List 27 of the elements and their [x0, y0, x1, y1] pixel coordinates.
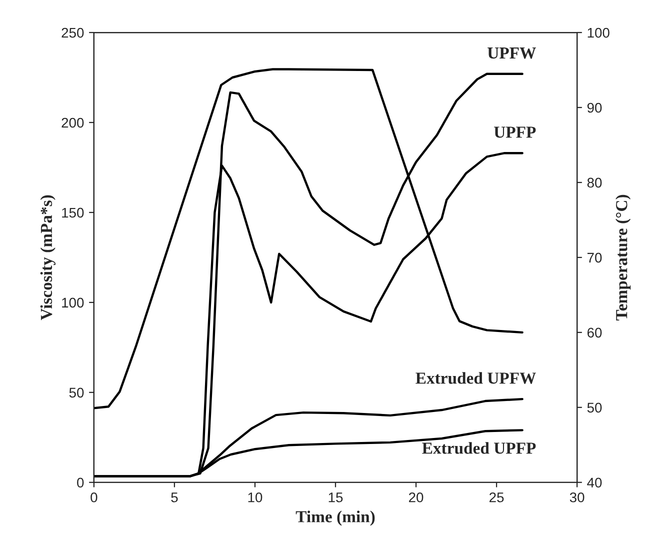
x-tick-label: 20: [408, 492, 424, 502]
x-tick-label: 25: [490, 492, 504, 502]
x-tick-label: 0: [90, 492, 98, 502]
y-axis-title: Viscosity (mPa*s): [40, 195, 56, 320]
x-tick-label: 10: [248, 492, 262, 502]
y2-axis-title: Temperature (°C): [616, 194, 631, 320]
series-label: Extruded UPFP: [422, 442, 536, 454]
series-label: UPFP: [494, 126, 536, 138]
y-tick-label: 50: [69, 388, 84, 398]
x-tick-label: 15: [328, 492, 343, 502]
y2-tick-label: 90: [587, 102, 602, 113]
y2-tick-label: 50: [587, 402, 602, 413]
y2-tick-label: 100: [588, 28, 610, 38]
y-tick-label: 0: [77, 478, 84, 488]
y2-tick-label: 80: [587, 178, 602, 188]
y-tick-label: 150: [62, 208, 84, 218]
series-label: UPFW: [488, 48, 536, 59]
y2-tick-label: 40: [587, 478, 602, 488]
y2-tick-label: 70: [587, 252, 602, 263]
x-tick-label: 5: [171, 492, 178, 502]
y-tick-label: 200: [62, 118, 84, 128]
y-tick-label: 100: [62, 298, 84, 308]
y-tick-label: 250: [62, 28, 84, 38]
x-axis-title: Time (min): [296, 510, 375, 526]
y2-tick-label: 60: [587, 328, 602, 338]
x-tick-label: 30: [570, 492, 584, 502]
series-label: Extruded UPFW: [416, 372, 536, 384]
